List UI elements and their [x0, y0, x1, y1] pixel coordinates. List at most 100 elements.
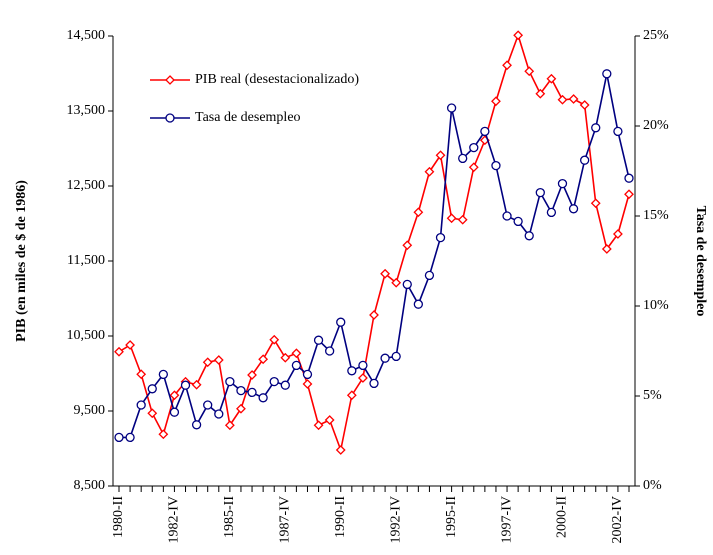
- x-tick-label: 1980-II: [111, 496, 126, 538]
- point: [147, 408, 158, 419]
- point: [458, 153, 468, 164]
- point: [580, 155, 590, 165]
- point: [380, 268, 391, 279]
- point: [590, 198, 601, 209]
- point: [114, 432, 124, 443]
- point: [579, 100, 590, 110]
- y2-tick-label: 0%: [643, 478, 662, 493]
- point: [546, 73, 557, 84]
- y-axis-title: PIB (en miles de $ de 1986): [14, 180, 29, 342]
- x-tick-label: 1982-IV: [167, 496, 182, 543]
- point: [380, 353, 390, 363]
- x-tick-label: 1987-IV: [278, 496, 293, 543]
- point: [325, 346, 335, 356]
- point: [446, 213, 457, 224]
- point: [291, 360, 302, 371]
- point: [214, 409, 224, 419]
- y-tick-label: 8,500: [74, 478, 106, 493]
- point: [291, 348, 302, 359]
- point: [557, 178, 568, 189]
- point: [402, 279, 412, 290]
- point: [169, 407, 180, 417]
- y2-tick-label: 5%: [643, 388, 662, 403]
- y-tick-label: 14,500: [67, 28, 106, 43]
- point: [336, 317, 346, 327]
- point: [413, 299, 423, 309]
- y2-axis-title: Tasa de desempleo: [693, 206, 708, 317]
- x-tick-label: 1995-II: [444, 496, 459, 538]
- x-tick-label: 1985-II: [222, 496, 237, 538]
- y-tick-label: 12,500: [67, 178, 106, 193]
- point: [601, 244, 612, 254]
- point: [335, 445, 346, 455]
- point: [357, 373, 368, 383]
- point: [269, 376, 279, 387]
- point: [568, 204, 579, 214]
- y2-tick-label: 20%: [643, 118, 669, 133]
- legend-label: Tasa de desempleo: [195, 110, 301, 125]
- y2-tick-label: 15%: [643, 208, 669, 223]
- point: [169, 390, 180, 401]
- point: [612, 229, 623, 239]
- point: [347, 366, 357, 376]
- point: [224, 420, 235, 431]
- point: [413, 207, 424, 218]
- point: [535, 187, 545, 198]
- point: [136, 400, 146, 410]
- point: [424, 270, 435, 281]
- point: [180, 380, 191, 390]
- point: [502, 60, 512, 71]
- point: [369, 310, 379, 320]
- point: [391, 277, 402, 288]
- point: [524, 231, 534, 241]
- point: [280, 352, 291, 363]
- point: [213, 355, 224, 365]
- point: [191, 420, 202, 430]
- point: [435, 232, 446, 243]
- point: [546, 207, 557, 218]
- point: [125, 432, 135, 443]
- y-tick-label: 9,500: [74, 403, 106, 418]
- point: [280, 380, 290, 390]
- point: [258, 393, 268, 403]
- point: [358, 360, 368, 371]
- x-tick-label: 2002-IV: [610, 496, 625, 543]
- point: [535, 88, 546, 99]
- point: [313, 335, 324, 345]
- point: [225, 376, 235, 387]
- x-tick-label: 1997-IV: [499, 496, 514, 543]
- point: [203, 400, 213, 410]
- y-tick-label: 10,500: [67, 328, 106, 343]
- point: [613, 126, 623, 137]
- point: [302, 379, 313, 389]
- point: [324, 415, 335, 425]
- point: [369, 378, 379, 389]
- point: [391, 351, 401, 362]
- point: [125, 340, 136, 350]
- point: [302, 369, 313, 380]
- point: [435, 150, 446, 161]
- y-tick-label: 13,500: [67, 103, 106, 118]
- point: [158, 429, 169, 440]
- point: [513, 216, 523, 227]
- y2-tick-label: 25%: [643, 28, 669, 43]
- point: [236, 403, 246, 414]
- point: [591, 123, 601, 133]
- point: [513, 30, 524, 41]
- point: [602, 69, 612, 79]
- point: [202, 357, 213, 368]
- x-tick-label: 1992-IV: [388, 496, 403, 543]
- point: [424, 166, 435, 177]
- point: [158, 369, 168, 380]
- point: [313, 420, 324, 431]
- legend-label: PIB real (desestacionalizado): [195, 72, 359, 87]
- x-tick-label: 1990-II: [333, 496, 348, 538]
- point: [502, 211, 512, 221]
- point: [624, 189, 634, 200]
- point: [247, 370, 257, 380]
- point: [247, 387, 257, 398]
- y-tick-label: 11,500: [67, 253, 105, 268]
- legend-marker: [165, 75, 175, 85]
